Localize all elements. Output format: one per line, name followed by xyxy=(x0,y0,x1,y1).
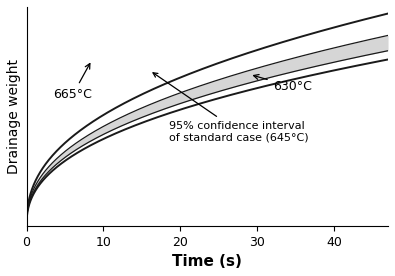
Y-axis label: Drainage weight: Drainage weight xyxy=(7,59,21,174)
Text: 95% confidence interval
of standard case (645°C): 95% confidence interval of standard case… xyxy=(153,73,308,142)
X-axis label: Time (s): Time (s) xyxy=(172,254,242,269)
Text: 630°C: 630°C xyxy=(254,75,312,93)
Text: 665°C: 665°C xyxy=(53,63,92,101)
